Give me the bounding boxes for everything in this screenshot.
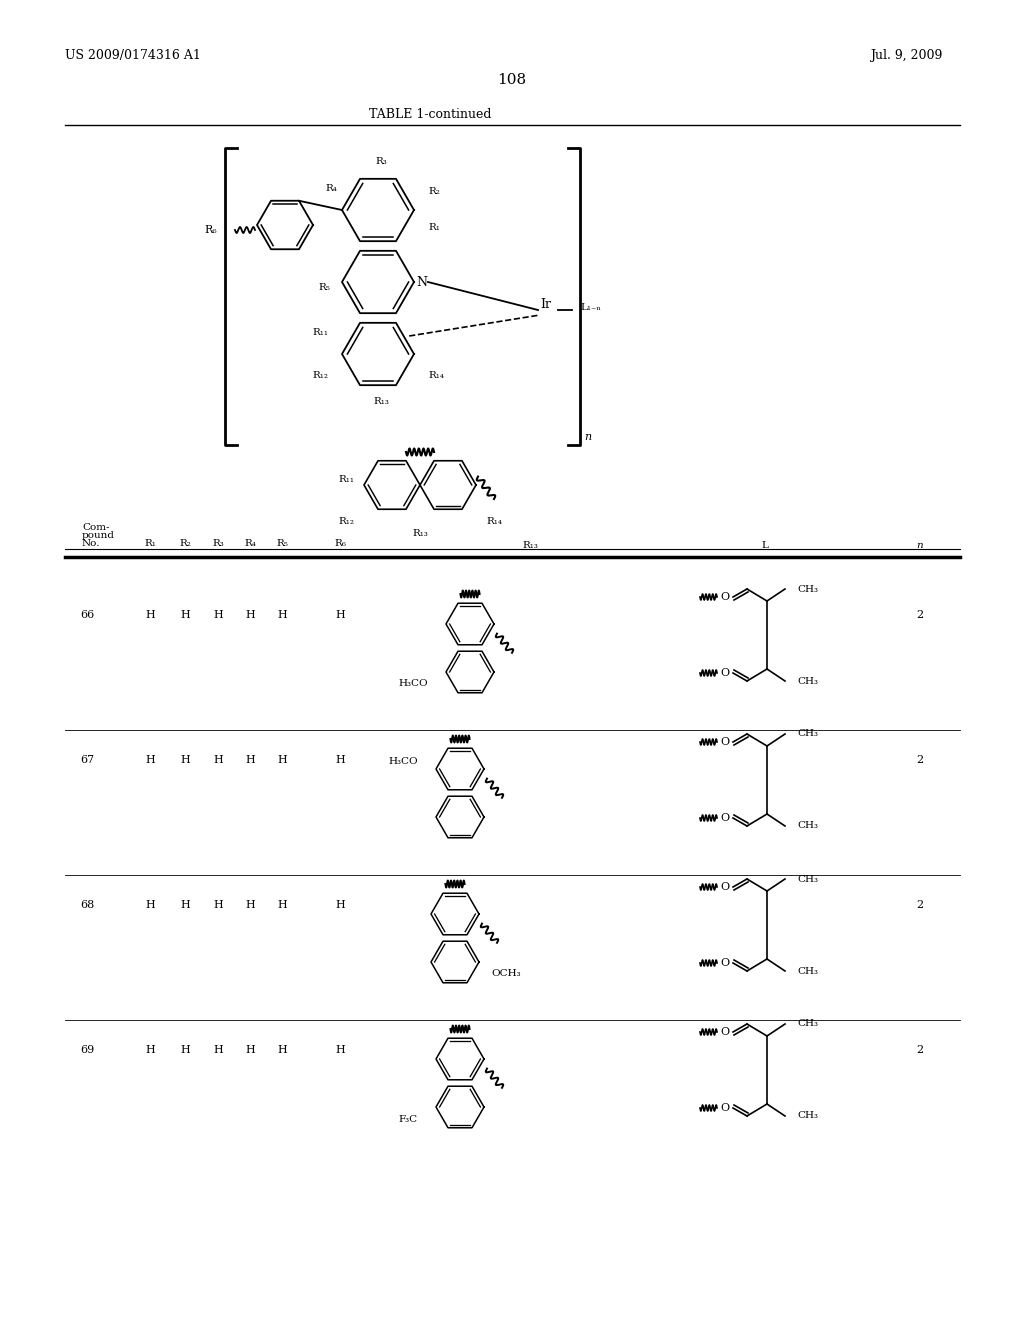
Text: H: H: [213, 755, 223, 766]
Text: H₃CO: H₃CO: [388, 758, 418, 767]
Text: H: H: [278, 900, 287, 909]
Text: R₁₃: R₁₃: [522, 540, 538, 549]
Text: H: H: [145, 755, 155, 766]
Text: H: H: [278, 1045, 287, 1055]
Text: R₁₄: R₁₄: [428, 371, 444, 380]
Text: CH₃: CH₃: [797, 874, 818, 883]
Text: N: N: [416, 276, 427, 289]
Text: n: n: [916, 540, 924, 549]
Text: R₁₁: R₁₁: [338, 475, 354, 484]
Text: 2: 2: [916, 755, 924, 766]
Text: H: H: [180, 900, 189, 909]
Text: CH₃: CH₃: [797, 821, 818, 830]
Text: H: H: [335, 610, 345, 620]
Text: H: H: [245, 610, 255, 620]
Text: H: H: [180, 755, 189, 766]
Text: R₄: R₄: [244, 539, 256, 548]
Text: H: H: [145, 1045, 155, 1055]
Text: Ir: Ir: [540, 298, 551, 312]
Text: O: O: [721, 1104, 729, 1113]
Text: H: H: [145, 610, 155, 620]
Text: R₃: R₃: [212, 539, 224, 548]
Text: H: H: [180, 610, 189, 620]
Text: H: H: [213, 900, 223, 909]
Text: US 2009/0174316 A1: US 2009/0174316 A1: [65, 49, 201, 62]
Text: R₂: R₂: [179, 539, 190, 548]
Text: R₃: R₃: [375, 157, 387, 166]
Text: O: O: [721, 737, 729, 747]
Text: No.: No.: [82, 539, 100, 548]
Text: 2: 2: [916, 900, 924, 909]
Text: 2: 2: [916, 610, 924, 620]
Text: H: H: [278, 755, 287, 766]
Text: OCH₃: OCH₃: [490, 969, 520, 978]
Text: CH₃: CH₃: [797, 730, 818, 738]
Text: 69: 69: [80, 1045, 94, 1055]
Text: CH₃: CH₃: [797, 1019, 818, 1028]
Text: R₂: R₂: [428, 187, 440, 197]
Text: H: H: [145, 900, 155, 909]
Text: CH₃: CH₃: [797, 966, 818, 975]
Text: R₁₄: R₁₄: [486, 516, 502, 525]
Text: R₆: R₆: [334, 539, 346, 548]
Text: H: H: [213, 610, 223, 620]
Text: R₁₂: R₁₂: [338, 516, 354, 525]
Text: R₆: R₆: [204, 224, 217, 235]
Text: O: O: [721, 958, 729, 968]
Text: TABLE 1-continued: TABLE 1-continued: [369, 108, 492, 121]
Text: R₅: R₅: [318, 282, 330, 292]
Text: O: O: [721, 591, 729, 602]
Text: pound: pound: [82, 531, 115, 540]
Text: O: O: [721, 813, 729, 822]
Text: 67: 67: [80, 755, 94, 766]
Text: R₅: R₅: [276, 539, 288, 548]
Text: CH₃: CH₃: [797, 676, 818, 685]
Text: H₃CO: H₃CO: [398, 680, 428, 689]
Text: Com-: Com-: [82, 523, 110, 532]
Text: H: H: [335, 755, 345, 766]
Text: H: H: [335, 1045, 345, 1055]
Text: n: n: [584, 432, 591, 442]
Text: CH₃: CH₃: [797, 585, 818, 594]
Text: R₁₃: R₁₃: [373, 397, 389, 407]
Text: 66: 66: [80, 610, 94, 620]
Text: Jul. 9, 2009: Jul. 9, 2009: [870, 49, 942, 62]
Text: H: H: [245, 1045, 255, 1055]
Text: R₄: R₄: [326, 183, 337, 193]
Text: O: O: [721, 1027, 729, 1038]
Text: H: H: [245, 755, 255, 766]
Text: R₁: R₁: [144, 539, 156, 548]
Text: 2: 2: [916, 1045, 924, 1055]
Text: CH₃: CH₃: [797, 1111, 818, 1121]
Text: R₁₃: R₁₃: [412, 528, 428, 537]
Text: O: O: [721, 882, 729, 892]
Text: L: L: [762, 540, 768, 549]
Text: R₁₁: R₁₁: [312, 327, 328, 337]
Text: 108: 108: [498, 73, 526, 87]
Text: F₃C: F₃C: [399, 1114, 418, 1123]
Text: O: O: [721, 668, 729, 678]
Text: H: H: [245, 900, 255, 909]
Text: R₁: R₁: [428, 223, 440, 232]
Text: H: H: [180, 1045, 189, 1055]
Text: L₁₋ₙ: L₁₋ₙ: [580, 304, 601, 313]
Text: 68: 68: [80, 900, 94, 909]
Text: H: H: [213, 1045, 223, 1055]
Text: R₁₂: R₁₂: [312, 371, 328, 380]
Text: H: H: [335, 900, 345, 909]
Text: H: H: [278, 610, 287, 620]
